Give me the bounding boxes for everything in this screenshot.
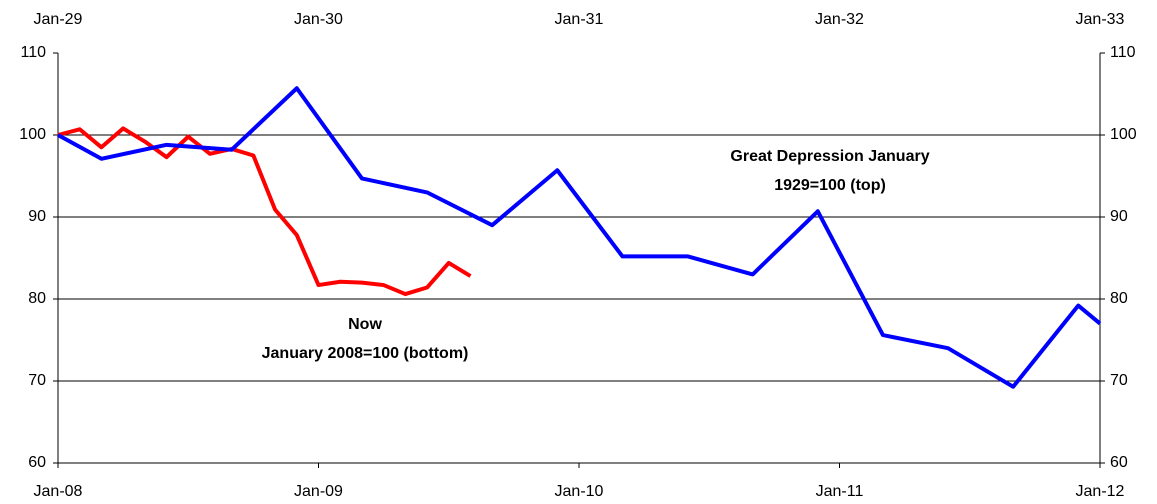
series-line	[57, 86, 1102, 389]
x2-tick-label: Jan-31	[555, 11, 604, 28]
y-tick-label: 80	[28, 290, 46, 307]
y-tick-label: 60	[28, 454, 46, 471]
y2-tick-label: 90	[1110, 208, 1128, 225]
x-tick-label: Jan-12	[1076, 483, 1125, 500]
x-tick-label: Jan-08	[34, 483, 83, 500]
annotation: Great Depression January	[730, 148, 929, 165]
y2-tick-label: 80	[1110, 290, 1128, 307]
x-tick-label: Jan-09	[294, 483, 343, 500]
y2-tick-label: 100	[1110, 126, 1137, 143]
y-tick-label: 100	[19, 126, 46, 143]
y2-tick-label: 110	[1110, 44, 1136, 61]
x-tick-label: Jan-10	[555, 483, 604, 500]
y-tick-label: 90	[28, 208, 46, 225]
x2-tick-label: Jan-33	[1076, 11, 1125, 28]
x2-tick-label: Jan-30	[294, 11, 343, 28]
x2-tick-label: Jan-32	[815, 11, 864, 28]
annotation: 1929=100 (top)	[774, 177, 886, 194]
annotation: Now	[348, 316, 382, 333]
annotation: January 2008=100 (bottom)	[262, 345, 469, 362]
x2-tick-label: Jan-29	[34, 11, 83, 28]
y-tick-label: 70	[28, 372, 46, 389]
y-tick-label: 110	[20, 44, 46, 61]
y2-tick-label: 60	[1110, 454, 1128, 471]
y2-tick-label: 70	[1110, 372, 1128, 389]
x-tick-label: Jan-11	[816, 483, 864, 500]
series-line	[57, 126, 472, 297]
